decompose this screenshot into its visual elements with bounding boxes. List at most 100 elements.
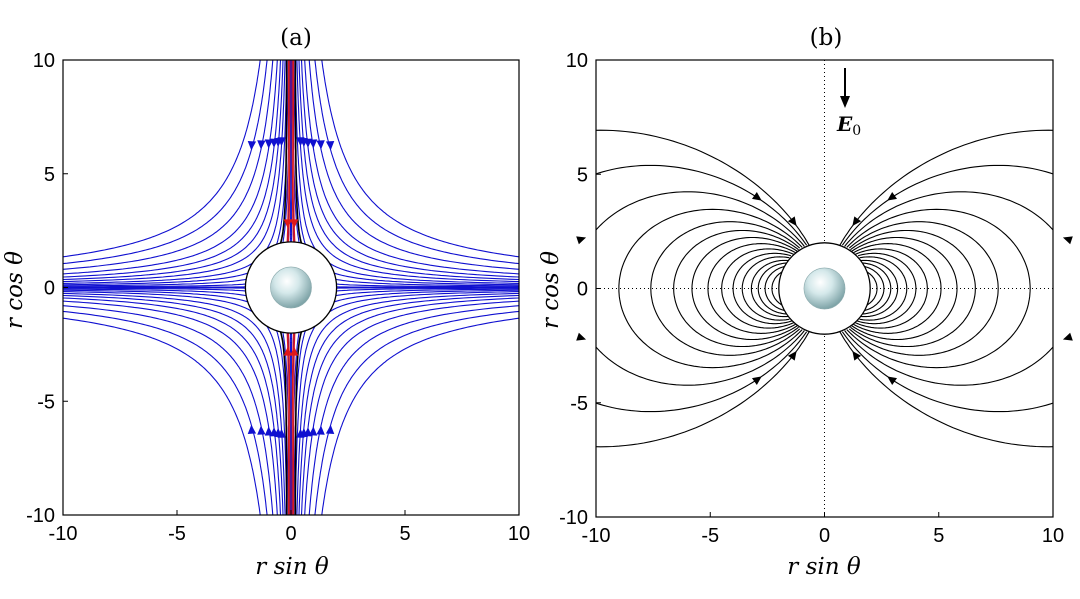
streamline-blue (292, 60, 519, 287)
streamline-blue (63, 60, 288, 284)
panel-a-ylabel: r cos θ (2, 251, 28, 329)
streamline-blue (290, 287, 519, 515)
field-line (707, 243, 796, 334)
field-line (855, 248, 928, 329)
field-line (732, 252, 793, 325)
field-line (673, 229, 799, 348)
streamline-blue (63, 291, 288, 515)
streamline-blue (314, 60, 519, 265)
streamline-red-arrow (289, 346, 299, 356)
streamline-blue (292, 288, 519, 515)
field-line (741, 256, 790, 321)
separatrix (294, 327, 304, 515)
streamline-arrow (247, 140, 257, 151)
field-line (848, 221, 999, 356)
field-line (596, 129, 810, 448)
field-line (862, 262, 892, 315)
streamline-blue (290, 60, 519, 288)
y-tick-label: 10 (566, 50, 588, 72)
e0-subscript: 0 (852, 123, 861, 139)
field-arrow-side (1062, 236, 1073, 245)
x-tick-label: 0 (819, 525, 830, 547)
streamline-blue (304, 300, 519, 515)
streamline-blue (63, 288, 290, 515)
field-line (859, 256, 908, 321)
streamline-blue (298, 60, 519, 281)
streamline-blue (291, 287, 519, 515)
field-line (596, 191, 805, 386)
streamline-blue (321, 317, 519, 515)
separatrix (278, 60, 288, 248)
x-tick-label: 5 (933, 525, 944, 547)
panel-a-xlabel: r sin θ (255, 554, 329, 580)
streamline-blue (298, 294, 519, 515)
field-line (860, 259, 899, 318)
y-tick-label: 5 (577, 164, 588, 186)
x-tick-label: 10 (1042, 525, 1064, 547)
streamline-red (286, 60, 289, 243)
streamline-blue (308, 60, 519, 270)
streamline-arrow (257, 425, 266, 435)
panel-b-ticks: -10 -5 0 5 10 -10 -5 0 5 10 (559, 50, 1064, 547)
streamline-blue (294, 291, 519, 515)
separatrix (294, 60, 304, 248)
x-tick-label: -5 (168, 523, 186, 545)
field-arrow (852, 216, 862, 227)
streamline-blue (314, 310, 519, 515)
drop (803, 267, 846, 310)
streamline-blue (63, 60, 284, 281)
streamline-blue (294, 60, 519, 284)
field-line (650, 221, 801, 356)
streamline-blue (63, 60, 278, 275)
field-line (750, 259, 789, 318)
streamline-arrow (308, 426, 318, 436)
field-line (596, 164, 808, 413)
streamline-blue (63, 60, 282, 278)
field-arrow-side (576, 332, 587, 341)
streamline-blue (63, 297, 282, 515)
streamline-red (291, 60, 295, 243)
x-tick-label: -10 (582, 525, 611, 547)
field-line (851, 236, 958, 341)
streamline-red (293, 332, 296, 515)
streamline-arrow (257, 140, 266, 150)
e0-label: E0 (836, 112, 861, 139)
field-line (866, 271, 878, 306)
x-tick-label: 0 (285, 523, 296, 545)
streamline-red (287, 332, 291, 515)
x-tick-label: 10 (508, 523, 530, 545)
streamline-blue (304, 60, 519, 275)
field-line (841, 164, 1053, 413)
x-tick-label: 5 (399, 523, 410, 545)
field-line (856, 252, 917, 325)
streamline-blue (63, 292, 286, 515)
drop (270, 266, 312, 309)
panel-a: (a) -10 -5 0 5 10 -10 -5 0 5 10 r sin θ r cos θ (2, 25, 530, 580)
streamline-blue (321, 60, 519, 258)
panel-a-overlay (244, 137, 338, 438)
streamline-red-arrow (289, 219, 299, 229)
streamline-blue (63, 300, 278, 515)
field-line (618, 208, 803, 369)
panel-a-title: (a) (280, 25, 312, 51)
panel-b: (b) -10 -5 0 5 10 -10 -5 0 5 10 r sin θ r cos θ E… (538, 25, 1073, 580)
streamline-arrow (316, 140, 325, 150)
streamline-blue (296, 60, 519, 283)
field-line (757, 262, 787, 315)
streamline-red-arrow (283, 346, 293, 356)
field-line (846, 208, 1031, 369)
streamline-blue (63, 305, 274, 515)
streamline-blue (63, 287, 291, 515)
field-arrow (852, 350, 862, 361)
field-arrow (887, 376, 898, 386)
field-arrow (887, 191, 898, 201)
e0-annotation: E0 (836, 68, 861, 139)
field-line (771, 271, 783, 306)
streamline-arrow (316, 425, 325, 435)
field-arrow (751, 191, 762, 201)
y-tick-label: 0 (577, 279, 588, 301)
y-tick-label: -10 (559, 507, 588, 529)
field-line (864, 266, 885, 311)
streamline-blue (63, 317, 261, 515)
streamline-blue (300, 60, 519, 278)
